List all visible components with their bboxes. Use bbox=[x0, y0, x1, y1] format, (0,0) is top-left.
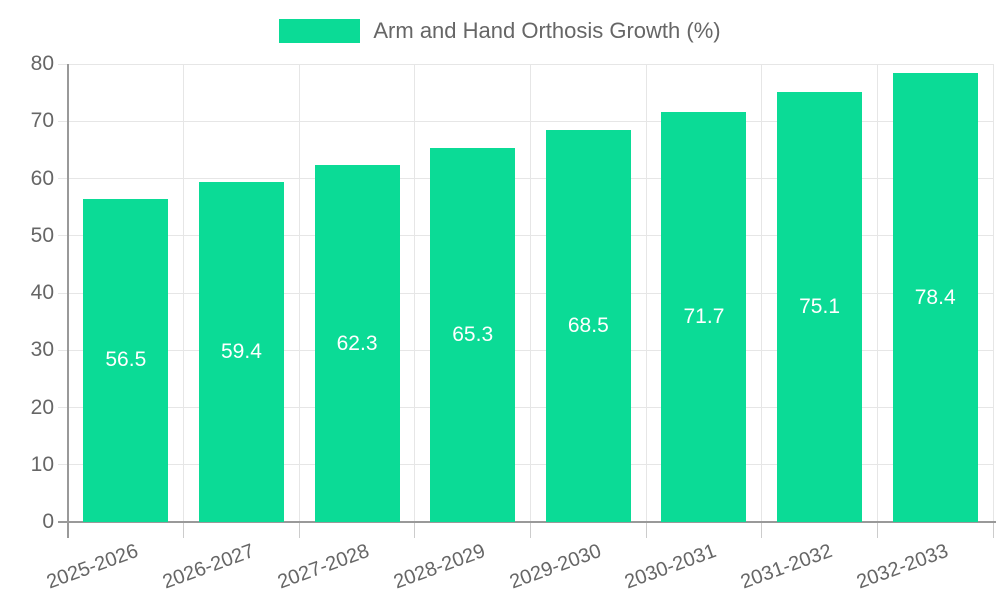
x-tick-mark bbox=[298, 522, 300, 538]
bar-value-label: 71.7 bbox=[683, 304, 725, 328]
bar-value-label: 62.3 bbox=[336, 331, 378, 355]
y-tick-label: 20 bbox=[30, 395, 54, 419]
y-gridline bbox=[58, 235, 993, 237]
y-axis-line bbox=[67, 64, 69, 538]
bar[interactable] bbox=[661, 111, 747, 522]
y-tick-label: 0 bbox=[42, 510, 54, 533]
bar-value-label: 75.1 bbox=[799, 295, 840, 319]
y-gridline bbox=[58, 464, 993, 466]
x-tick-label: 2025-2026 bbox=[43, 540, 142, 594]
y-tick-label: 60 bbox=[30, 166, 54, 190]
x-tick-mark bbox=[992, 522, 994, 538]
bar-value-label: 56.5 bbox=[105, 348, 147, 372]
bar[interactable] bbox=[314, 165, 400, 522]
x-gridline bbox=[183, 64, 185, 522]
x-tick-label: 2030-2031 bbox=[622, 540, 720, 594]
y-gridline bbox=[58, 292, 993, 294]
bar[interactable] bbox=[198, 181, 284, 522]
bar[interactable] bbox=[545, 129, 631, 522]
legend-label[interactable]: Arm and Hand Orthosis Growth (%) bbox=[373, 18, 721, 43]
x-gridline bbox=[530, 64, 531, 522]
x-tick-mark bbox=[530, 522, 531, 538]
y-gridline bbox=[58, 407, 993, 408]
x-gridline bbox=[761, 64, 763, 522]
y-tick-label: 50 bbox=[30, 223, 54, 247]
x-gridline bbox=[645, 64, 647, 522]
bar-value-label: 65.3 bbox=[452, 323, 494, 347]
x-gridline bbox=[992, 64, 994, 522]
bar[interactable] bbox=[777, 92, 863, 522]
x-tick-label: 2032-2033 bbox=[853, 540, 951, 594]
y-gridline bbox=[58, 63, 993, 65]
x-tick-mark bbox=[645, 522, 647, 538]
x-tick-label: 2029-2030 bbox=[506, 540, 604, 594]
y-tick-label: 70 bbox=[30, 109, 54, 133]
x-tick-mark bbox=[183, 522, 185, 538]
bar-value-label: 68.5 bbox=[567, 313, 609, 337]
y-gridline bbox=[58, 178, 993, 179]
bar-value-label: 59.4 bbox=[221, 339, 262, 363]
y-tick-label: 80 bbox=[30, 52, 54, 75]
x-tick-label: 2026-2027 bbox=[159, 540, 257, 594]
y-gridline bbox=[58, 120, 993, 122]
y-tick-label: 10 bbox=[30, 452, 54, 476]
x-tick-mark bbox=[876, 522, 878, 538]
x-tick-mark bbox=[414, 522, 416, 538]
x-gridline bbox=[298, 64, 300, 522]
x-tick-label: 2028-2029 bbox=[390, 540, 489, 594]
bar-value-label: 78.4 bbox=[914, 285, 956, 309]
bar[interactable] bbox=[892, 73, 978, 522]
x-axis-line bbox=[58, 521, 996, 523]
x-tick-label: 2031-2032 bbox=[737, 540, 836, 594]
y-tick-label: 40 bbox=[30, 281, 54, 304]
x-gridline bbox=[414, 64, 416, 522]
bar[interactable] bbox=[430, 148, 516, 522]
x-gridline bbox=[876, 64, 878, 522]
legend-swatch[interactable] bbox=[279, 19, 361, 43]
x-tick-mark bbox=[761, 522, 763, 538]
y-gridline bbox=[58, 349, 993, 351]
x-tick-label: 2027-2028 bbox=[275, 540, 373, 594]
bar[interactable] bbox=[83, 198, 169, 522]
y-tick-label: 30 bbox=[30, 338, 54, 362]
legend: Arm and Hand Orthosis Growth (%) bbox=[0, 16, 1000, 46]
